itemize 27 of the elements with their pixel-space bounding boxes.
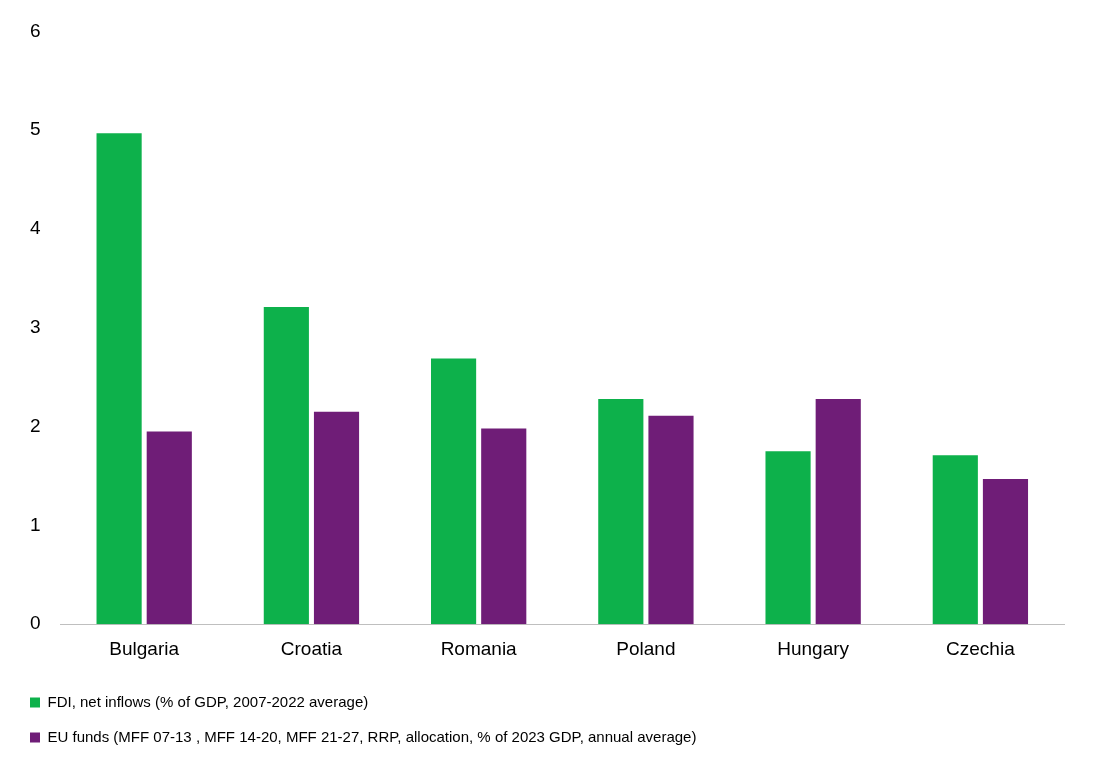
y-tick-label: 5 <box>29 118 41 140</box>
y-tick-label: 4 <box>29 217 41 239</box>
bar <box>598 398 644 625</box>
x-tick-label: Poland <box>616 637 676 659</box>
legend-label: EU funds (MFF 07-13 , MFF 14-20, MFF 21-27, RRP, allocation, % of 2023 GDP, annual average) <box>47 727 697 745</box>
bar <box>96 133 142 625</box>
x-tick-label: Croatia <box>280 637 343 659</box>
bar <box>765 451 811 625</box>
bar <box>815 398 861 625</box>
x-tick-label: Czechia <box>946 637 1016 659</box>
bar <box>982 478 1029 625</box>
y-tick-label: 2 <box>29 414 41 436</box>
bar <box>146 431 192 625</box>
y-tick-label: 3 <box>29 316 41 338</box>
bar <box>431 358 477 625</box>
bar <box>648 415 694 625</box>
bar <box>932 455 978 625</box>
bar <box>263 307 309 625</box>
y-tick-label: 6 <box>29 19 41 41</box>
bar <box>481 428 527 625</box>
y-tick-label: 0 <box>29 612 41 634</box>
bar <box>313 411 360 625</box>
x-tick-label: Romania <box>440 637 518 659</box>
x-tick-label: Bulgaria <box>109 637 180 659</box>
legend-label: FDI, net inflows (% of GDP, 2007-2022 average) <box>47 692 369 710</box>
y-tick-label: 1 <box>29 513 41 535</box>
x-tick-label: Hungary <box>777 637 850 659</box>
